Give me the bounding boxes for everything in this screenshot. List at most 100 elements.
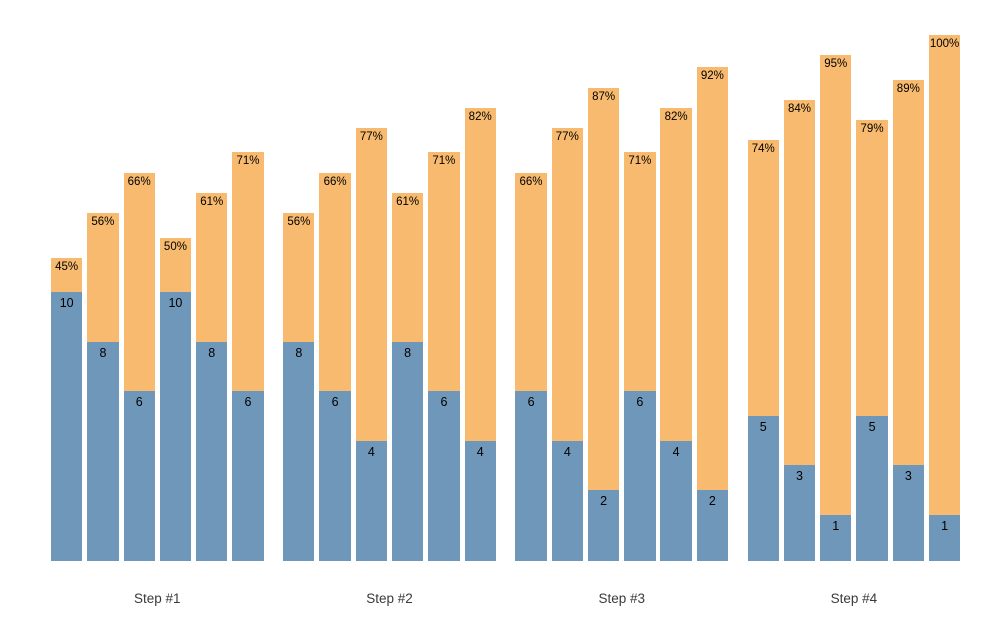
bar-group3-4: 71% 6: [624, 152, 656, 561]
bar-blue-segment: 3: [892, 465, 924, 561]
bar-orange-segment: 92%: [696, 67, 729, 491]
bar-blue-segment: 6: [232, 391, 264, 561]
bar-blue-segment: 3: [783, 465, 816, 561]
bar-percent-label: 66%: [323, 175, 347, 188]
bar-blue-segment: 8: [392, 341, 424, 561]
bar-group1-4: 50% 10: [159, 237, 192, 562]
bar-orange-segment: 71%: [624, 152, 656, 392]
bar-group2-2: 66% 6: [319, 172, 351, 561]
bar-percent-label: 82%: [468, 110, 492, 123]
bar-percent-label: 87%: [592, 90, 616, 103]
bar-orange-segment: 77%: [551, 128, 583, 441]
bar-group1-5: 61% 8: [196, 192, 228, 561]
bar-group3-1: 66% 6: [515, 172, 547, 561]
bar-value-label: 6: [331, 395, 339, 410]
bar-orange-segment: 66%: [123, 172, 155, 392]
bar-orange-segment: 56%: [283, 213, 315, 342]
bar-orange-segment: 71%: [232, 152, 264, 392]
bar-blue-segment: 6: [319, 391, 351, 561]
bar-orange-segment: 82%: [464, 107, 496, 441]
bar-orange-segment: 45%: [51, 257, 83, 293]
bar-orange-segment: 66%: [515, 172, 547, 392]
bar-blue-segment: 10: [51, 292, 83, 561]
bar-blue-segment: 4: [355, 440, 388, 561]
bar-percent-label: 92%: [700, 70, 724, 83]
bar-blue-segment: 1: [820, 514, 852, 561]
bar-group2-6: 82% 4: [464, 107, 496, 561]
group-label-step1: Step #1: [134, 591, 181, 606]
bar-value-label: 3: [796, 469, 803, 484]
bar-blue-segment: 4: [464, 440, 496, 561]
bar-percent-label: 74%: [751, 143, 775, 156]
bar-blue-segment: 6: [624, 391, 656, 561]
bar-blue-segment: 4: [551, 440, 583, 561]
bar-blue-segment: 6: [428, 391, 460, 561]
bar-value-label: 1: [941, 518, 949, 533]
bar-group3-3: 87% 2: [587, 87, 620, 561]
bar-group2-3: 77% 4: [355, 128, 388, 561]
bar-group4-5: 89% 3: [892, 79, 924, 561]
bar-group1-2: 56% 8: [87, 213, 119, 561]
bar-value-label: 10: [59, 296, 74, 311]
bar-group4-4: 79% 5: [856, 120, 888, 561]
bar-blue-segment: 6: [123, 391, 155, 561]
bar-blue-segment: 6: [515, 391, 547, 561]
bar-percent-label: 77%: [359, 131, 383, 144]
bar-blue-segment: 10: [159, 292, 192, 561]
bar-percent-label: 71%: [236, 155, 260, 168]
bar-blue-segment: 2: [696, 490, 729, 561]
bar-value-label: 2: [600, 494, 608, 509]
bar-orange-segment: 66%: [319, 172, 351, 392]
bar-orange-segment: 74%: [747, 140, 779, 416]
bar-orange-segment: 61%: [196, 192, 228, 342]
bar-value-label: 8: [208, 345, 216, 360]
bar-value-label: 5: [759, 419, 767, 434]
bar-orange-segment: 82%: [660, 107, 692, 441]
bar-orange-segment: 77%: [355, 128, 388, 441]
bar-orange-segment: 95%: [820, 55, 852, 515]
bar-group4-3: 95% 1: [820, 55, 852, 561]
bar-orange-segment: 100%: [928, 35, 961, 515]
bar-percent-label: 61%: [200, 195, 224, 208]
bar-group4-2: 84% 3: [783, 99, 816, 561]
bar-blue-segment: 8: [196, 341, 228, 561]
bar-percent-label: 71%: [432, 155, 456, 168]
bar-value-label: 6: [244, 395, 252, 410]
bar-value-label: 4: [672, 444, 680, 459]
bar-group3-6: 92% 2: [696, 67, 729, 561]
bar-percent-label: 82%: [664, 110, 688, 123]
bar-blue-segment: 2: [587, 490, 620, 561]
bar-value-label: 4: [476, 444, 484, 459]
bar-percent-label: 66%: [519, 175, 543, 188]
bar-value-label: 4: [563, 444, 571, 459]
bar-value-label: 6: [527, 395, 535, 410]
group-label-step4: Step #4: [830, 591, 878, 606]
bar-value-label: 8: [99, 345, 107, 360]
bar-orange-segment: 84%: [783, 99, 816, 466]
bar-value-label: 2: [708, 494, 716, 509]
bar-value-label: 1: [832, 518, 840, 533]
bar-group2-5: 71% 6: [428, 152, 460, 561]
bar-percent-label: 56%: [287, 216, 311, 229]
bar-group1-3: 66% 6: [123, 172, 155, 561]
bar-value-label: 6: [440, 395, 448, 410]
bar-blue-segment: 1: [928, 514, 961, 561]
bar-group3-5: 82% 4: [660, 107, 692, 561]
bar-blue-segment: 8: [283, 341, 315, 561]
bar-value-label: 3: [904, 469, 912, 484]
group-label-step3: Step #3: [598, 591, 645, 606]
bar-value-label: 6: [135, 395, 143, 410]
bar-value-label: 4: [367, 444, 375, 459]
bar-group4-1: 74% 5: [747, 140, 779, 561]
bar-orange-segment: 87%: [587, 87, 620, 491]
bar-blue-segment: 8: [87, 341, 119, 561]
bar-orange-segment: 89%: [892, 79, 924, 466]
bar-value-label: 8: [404, 345, 412, 360]
bar-percent-label: 77%: [555, 131, 579, 144]
bar-percent-label: 79%: [860, 123, 884, 136]
bar-group2-4: 61% 8: [392, 192, 424, 561]
bar-percent-label: 84%: [787, 102, 812, 115]
bar-group3-2: 77% 4: [551, 128, 583, 561]
bar-percent-label: 100%: [929, 38, 960, 50]
